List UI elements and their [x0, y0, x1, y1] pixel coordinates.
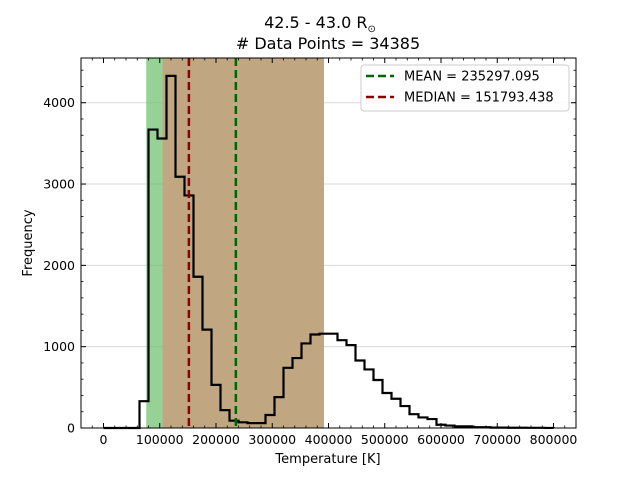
- x-tick-label: 0: [100, 432, 108, 447]
- y-tick-label: 1000: [43, 339, 75, 354]
- x-tick-label: 800000: [530, 432, 578, 447]
- chart-title: 42.5 - 43.0 R⊙: [264, 13, 376, 35]
- legend-label: MEAN = 235297.095: [404, 70, 540, 85]
- x-tick-label: 500000: [361, 432, 409, 447]
- y-tick-label: 2000: [43, 258, 75, 273]
- x-axis-label: Temperature [K]: [274, 452, 380, 467]
- chart-subtitle: # Data Points = 34385: [236, 34, 420, 53]
- histogram-outline: [103, 74, 555, 430]
- x-tick-label: 100000: [136, 432, 184, 447]
- legend-label: MEDIAN = 151793.438: [404, 91, 554, 106]
- legend: MEAN = 235297.095 MEDIAN = 151793.438: [360, 64, 570, 112]
- y-tick-label: 3000: [43, 177, 75, 192]
- x-tick-label: 600000: [417, 432, 465, 447]
- x-tick-label: 200000: [192, 432, 240, 447]
- x-tick-label: 700000: [473, 432, 521, 447]
- y-tick-label: 0: [67, 421, 75, 436]
- legend-box: [360, 64, 570, 112]
- plot-area: 0 100000 200000 300000 400000 500000 600000 700…: [43, 57, 578, 447]
- x-tick-label: 400000: [305, 432, 353, 447]
- y-axis-label: Frequency: [21, 209, 36, 276]
- x-tick-label: 300000: [248, 432, 296, 447]
- y-tick-label: 4000: [43, 95, 75, 110]
- shaded-region-1: [162, 58, 324, 428]
